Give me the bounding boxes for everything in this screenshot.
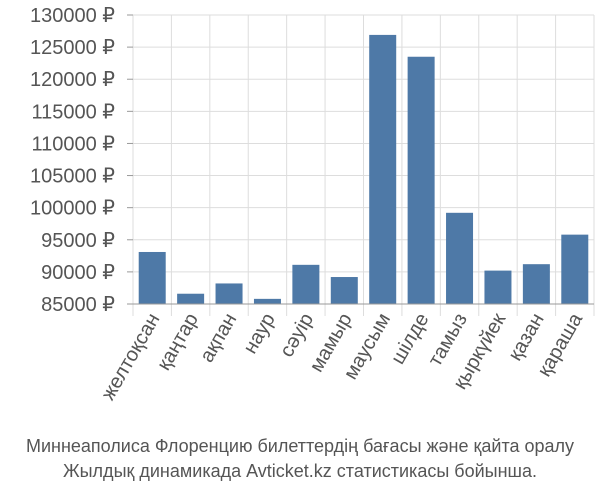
- bar: [253, 298, 281, 304]
- y-tick-label: 120000 ₽: [30, 69, 115, 91]
- y-axis-ticks: 85000 ₽ 90000 ₽ 95000 ₽ 100000 ₽ 105000 ₽ 110…: [30, 5, 133, 316]
- y-tick-label: 130000 ₽: [30, 5, 115, 27]
- x-axis-ticks: желтоқсанқаңтарақпаннаурсәуірмамырмаусым…: [97, 309, 587, 404]
- bar: [330, 277, 358, 304]
- bar: [561, 234, 589, 304]
- bar: [369, 34, 397, 305]
- bar: [484, 270, 512, 304]
- x-tick-label: желтоқсан: [97, 310, 164, 405]
- bar: [138, 251, 166, 304]
- caption-line-1: Миннеаполиса Флоренцию билеттердің бағас…: [25, 436, 575, 456]
- bar: [215, 283, 243, 304]
- bars: [138, 34, 589, 305]
- bar: [177, 293, 205, 304]
- grid-lines: [132, 14, 595, 316]
- x-tick-label: ақпан: [196, 310, 241, 367]
- caption-line-2: Жылдық динамикада Avticket.kz статистика…: [63, 461, 537, 481]
- bar: [407, 56, 435, 304]
- y-tick-label: 105000 ₽: [30, 166, 115, 188]
- bar: [522, 264, 550, 304]
- y-tick-label: 115000 ₽: [31, 101, 115, 123]
- y-tick-label: 125000 ₽: [30, 37, 115, 59]
- y-tick-label: 110000 ₽: [31, 133, 115, 155]
- bar: [446, 212, 474, 304]
- y-tick-label: 100000 ₽: [30, 198, 115, 220]
- x-tick-label: наур: [239, 310, 279, 358]
- y-tick-label: 90000 ₽: [41, 262, 115, 284]
- bar-chart: 85000 ₽ 90000 ₽ 95000 ₽ 100000 ₽ 105000 ₽ 110…: [30, 5, 595, 404]
- y-tick-label: 85000 ₽: [41, 294, 115, 316]
- bar: [292, 264, 320, 304]
- y-tick-label: 95000 ₽: [41, 230, 115, 252]
